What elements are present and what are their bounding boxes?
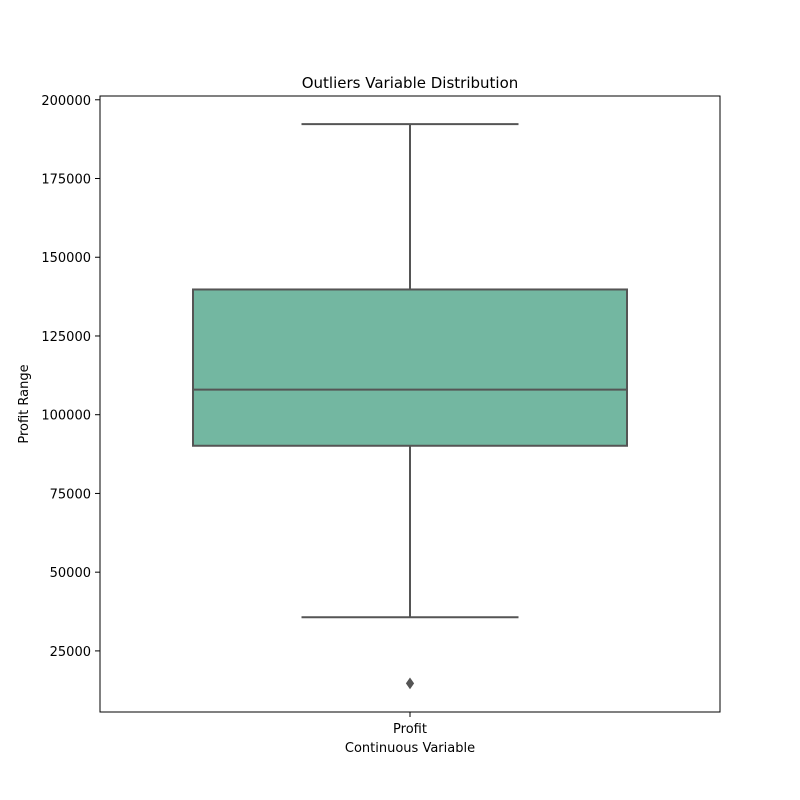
y-tick-label: 125000 (41, 330, 91, 345)
x-tick-label: Profit (393, 722, 427, 737)
y-axis-label: Profit Range (17, 364, 32, 443)
y-tick-label: 100000 (41, 409, 91, 424)
plot-area: 25000 50000 75000 100000 125000 150000 175000 2… (41, 94, 721, 737)
box-iqr (192, 288, 628, 447)
y-tick-label: 25000 (50, 645, 91, 660)
outlier-point (405, 677, 415, 690)
y-tick-label: 175000 (41, 173, 91, 188)
y-tick-label: 150000 (41, 251, 91, 266)
y-tick-label: 50000 (50, 566, 91, 581)
chart-title: Outliers Variable Distribution (302, 74, 519, 92)
y-tick-label: 75000 (50, 487, 91, 502)
y-tick-label: 200000 (41, 94, 91, 109)
x-axis-label: Continuous Variable (345, 741, 475, 756)
